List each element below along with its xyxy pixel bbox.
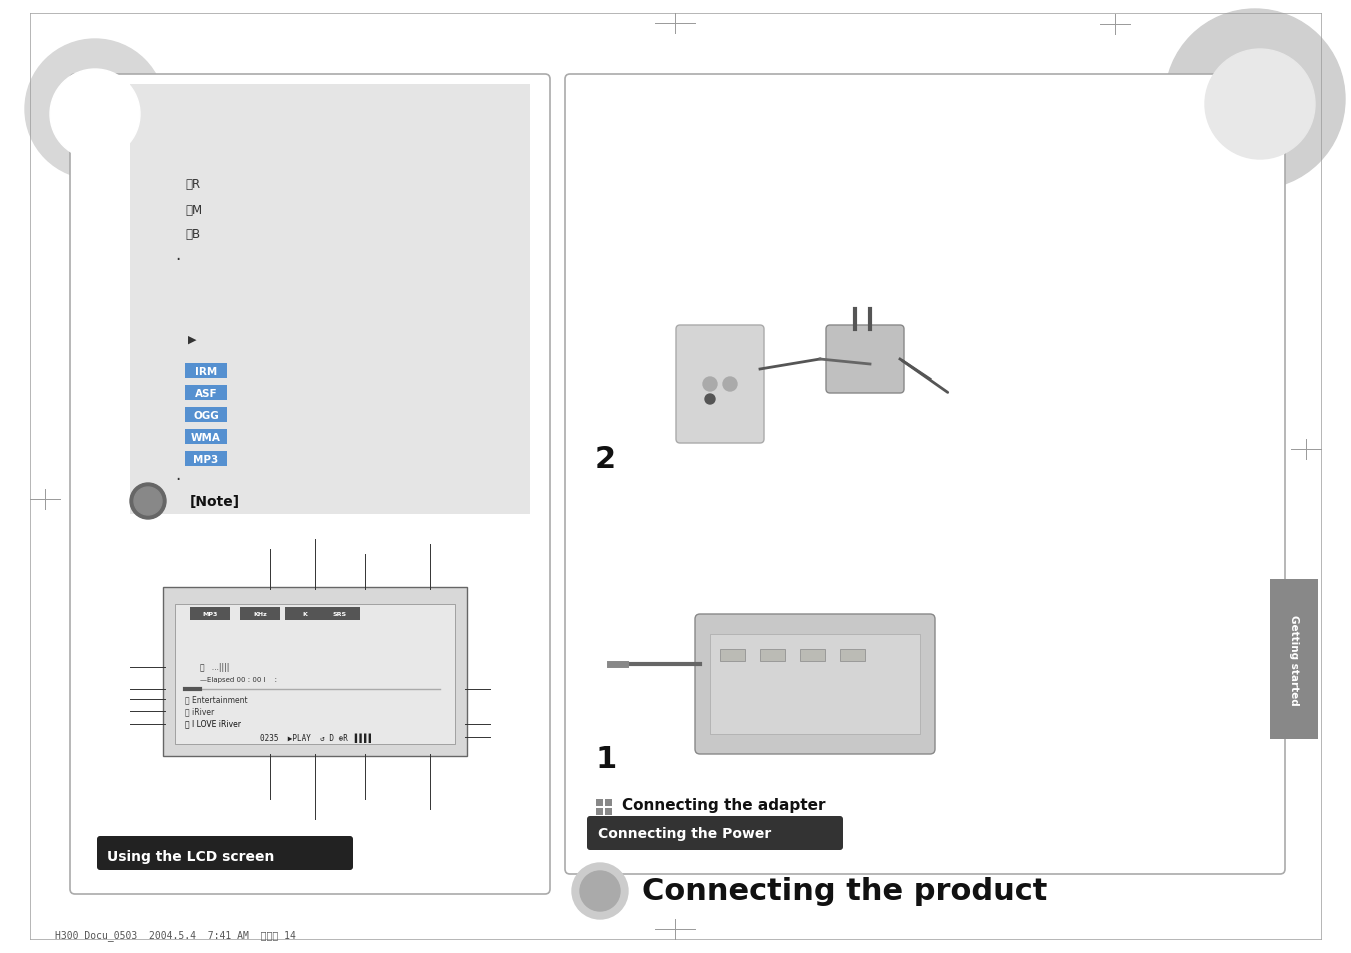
Bar bbox=[176, 604, 455, 744]
Bar bbox=[185, 430, 227, 444]
Circle shape bbox=[1165, 10, 1346, 190]
Bar bbox=[130, 85, 530, 515]
FancyBboxPatch shape bbox=[825, 326, 904, 394]
Text: OGG: OGG bbox=[193, 411, 219, 420]
Bar bbox=[190, 607, 230, 620]
Text: 1: 1 bbox=[594, 744, 616, 774]
Bar bbox=[1270, 579, 1319, 740]
Bar bbox=[185, 452, 227, 467]
Bar bbox=[185, 386, 227, 400]
Text: Getting started: Getting started bbox=[1289, 614, 1300, 704]
Bar bbox=[185, 364, 227, 378]
FancyBboxPatch shape bbox=[676, 326, 765, 443]
Text: ASF: ASF bbox=[195, 389, 218, 398]
Text: 🔒R: 🔒R bbox=[185, 178, 200, 192]
Bar bbox=[711, 635, 920, 734]
Text: ·: · bbox=[176, 471, 180, 489]
FancyBboxPatch shape bbox=[565, 75, 1285, 874]
Bar bbox=[185, 408, 227, 422]
Bar bbox=[596, 800, 603, 806]
Text: 0235  ▶PLAY  ↺ D ⊕R ▐▐▐▐: 0235 ▶PLAY ↺ D ⊕R ▐▐▐▐ bbox=[259, 733, 370, 742]
Bar bbox=[840, 649, 865, 661]
Text: SRS: SRS bbox=[332, 612, 347, 617]
Circle shape bbox=[703, 377, 717, 392]
Bar bbox=[320, 607, 359, 620]
Text: Connecting the adapter: Connecting the adapter bbox=[621, 798, 825, 813]
Circle shape bbox=[50, 70, 141, 160]
Bar bbox=[761, 649, 785, 661]
Text: 🔒M: 🔒M bbox=[185, 203, 203, 216]
Circle shape bbox=[130, 483, 166, 519]
Text: ▶: ▶ bbox=[188, 335, 196, 345]
Text: 🔍 iRiver: 🔍 iRiver bbox=[185, 707, 215, 716]
Text: 2: 2 bbox=[594, 445, 616, 474]
Text: MP3: MP3 bbox=[203, 612, 218, 617]
FancyBboxPatch shape bbox=[163, 587, 467, 757]
Bar bbox=[596, 808, 603, 815]
Circle shape bbox=[580, 871, 620, 911]
Circle shape bbox=[705, 395, 715, 405]
FancyBboxPatch shape bbox=[97, 836, 353, 870]
Text: WMA: WMA bbox=[190, 433, 222, 442]
Text: 📋 Entertainment: 📋 Entertainment bbox=[185, 695, 247, 703]
Circle shape bbox=[26, 40, 165, 180]
Text: 🔊   ...||||: 🔊 ...|||| bbox=[200, 662, 230, 672]
Text: K: K bbox=[303, 612, 308, 617]
Text: H300 Docu_0503  2004.5.4  7:41 AM  페이지 14: H300 Docu_0503 2004.5.4 7:41 AM 페이지 14 bbox=[55, 929, 296, 940]
Text: 🔒B: 🔒B bbox=[185, 229, 200, 241]
Text: ·: · bbox=[176, 251, 180, 269]
Bar bbox=[605, 800, 612, 806]
Circle shape bbox=[571, 863, 628, 919]
Text: MP3: MP3 bbox=[193, 455, 219, 464]
Bar bbox=[240, 607, 280, 620]
Text: [Note]: [Note] bbox=[190, 495, 240, 509]
FancyBboxPatch shape bbox=[586, 816, 843, 850]
Text: IRM: IRM bbox=[195, 367, 218, 376]
Bar bbox=[285, 607, 326, 620]
Text: Connecting the Power: Connecting the Power bbox=[598, 826, 771, 841]
Circle shape bbox=[1205, 50, 1315, 160]
Text: Connecting the product: Connecting the product bbox=[642, 877, 1047, 905]
Text: KHz: KHz bbox=[253, 612, 267, 617]
Bar bbox=[720, 649, 744, 661]
Text: —Elapsed 00 : 00 l    :: —Elapsed 00 : 00 l : bbox=[200, 677, 277, 682]
FancyBboxPatch shape bbox=[70, 75, 550, 894]
Bar bbox=[800, 649, 825, 661]
Text: 🗁 I LOVE iRiver: 🗁 I LOVE iRiver bbox=[185, 719, 240, 728]
Bar bbox=[605, 808, 612, 815]
Circle shape bbox=[134, 488, 162, 516]
Circle shape bbox=[723, 377, 738, 392]
FancyBboxPatch shape bbox=[694, 615, 935, 754]
Text: Using the LCD screen: Using the LCD screen bbox=[107, 849, 274, 863]
